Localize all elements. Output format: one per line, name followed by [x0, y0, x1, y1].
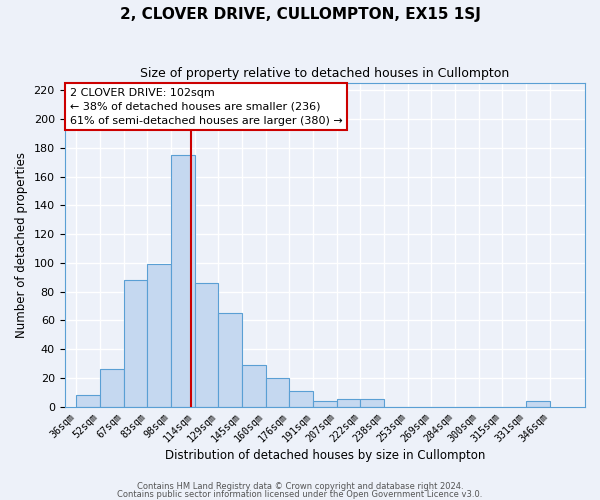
Text: 2, CLOVER DRIVE, CULLOMPTON, EX15 1SJ: 2, CLOVER DRIVE, CULLOMPTON, EX15 1SJ: [119, 8, 481, 22]
Bar: [313, 401, 337, 406]
Bar: [171, 155, 194, 406]
Bar: [289, 390, 313, 406]
Bar: [526, 401, 550, 406]
Bar: [360, 400, 384, 406]
Text: Contains HM Land Registry data © Crown copyright and database right 2024.: Contains HM Land Registry data © Crown c…: [137, 482, 463, 491]
Title: Size of property relative to detached houses in Cullompton: Size of property relative to detached ho…: [140, 68, 509, 80]
Bar: [76, 395, 100, 406]
Bar: [148, 264, 171, 406]
Text: Contains public sector information licensed under the Open Government Licence v3: Contains public sector information licen…: [118, 490, 482, 499]
Bar: [100, 369, 124, 406]
Bar: [218, 313, 242, 406]
Bar: [337, 400, 360, 406]
Y-axis label: Number of detached properties: Number of detached properties: [15, 152, 28, 338]
Bar: [266, 378, 289, 406]
Bar: [194, 283, 218, 406]
Text: 2 CLOVER DRIVE: 102sqm
← 38% of detached houses are smaller (236)
61% of semi-de: 2 CLOVER DRIVE: 102sqm ← 38% of detached…: [70, 88, 343, 126]
Bar: [124, 280, 148, 406]
Bar: [242, 365, 266, 406]
X-axis label: Distribution of detached houses by size in Cullompton: Distribution of detached houses by size …: [164, 450, 485, 462]
